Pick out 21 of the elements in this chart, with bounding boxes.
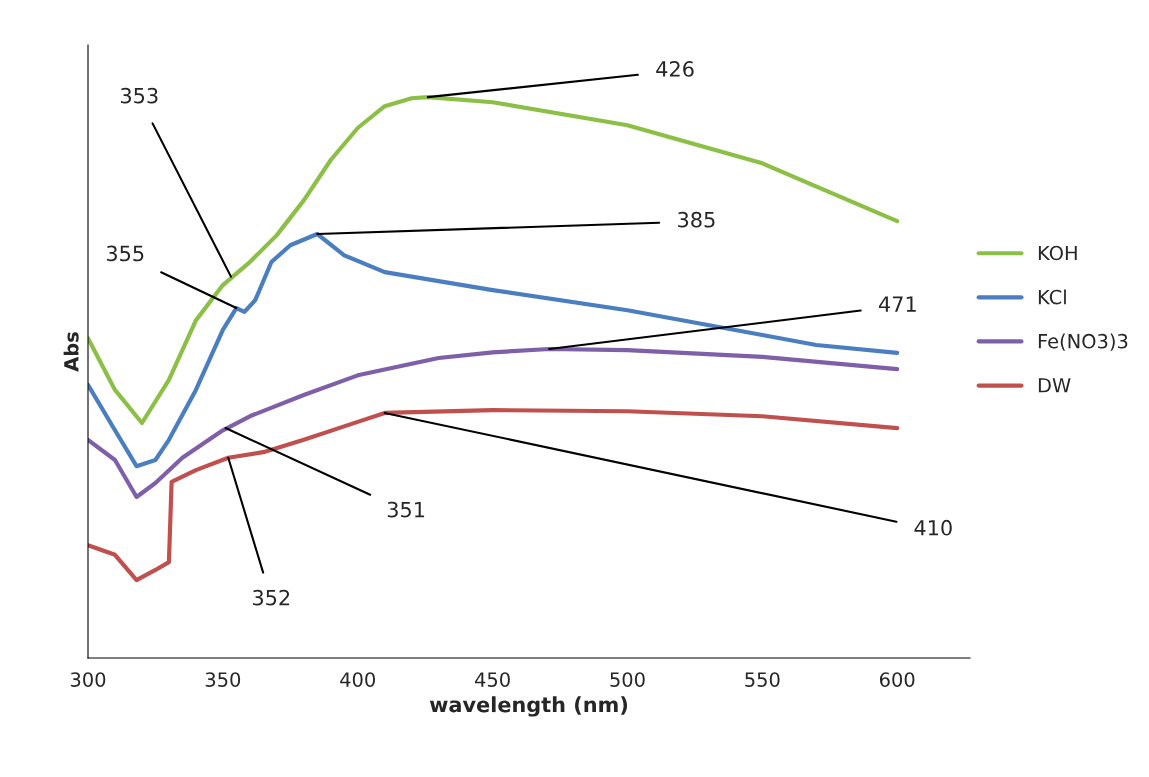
annotation: 426 (656, 61, 694, 77)
legend-label: DW (1038, 378, 1071, 393)
x-axis-title: wavelength (nm) (429, 696, 628, 717)
annotation: 355 (106, 245, 144, 262)
x-tick-label: 600 (879, 672, 915, 687)
legend-label: KCl (1038, 289, 1066, 305)
annotation: 353 (120, 87, 158, 104)
annotation: 410 (914, 519, 952, 536)
x-tick-label: 500 (610, 672, 645, 687)
x-tick-label: 300 (70, 672, 106, 687)
y-axis-title: Abs (63, 332, 79, 372)
annotation: 351 (387, 501, 425, 518)
annotation: 471 (878, 296, 916, 312)
x-tick-label: 350 (205, 672, 241, 687)
legend-label: KOH (1038, 245, 1077, 261)
annotation: 352 (253, 589, 290, 606)
x-tick-label: 550 (745, 672, 780, 687)
x-tick-label: 450 (474, 672, 510, 687)
x-tick-label: 400 (340, 672, 375, 687)
annotation: 385 (678, 211, 715, 228)
legend-label: Fe(NO3)3 (1038, 333, 1128, 351)
